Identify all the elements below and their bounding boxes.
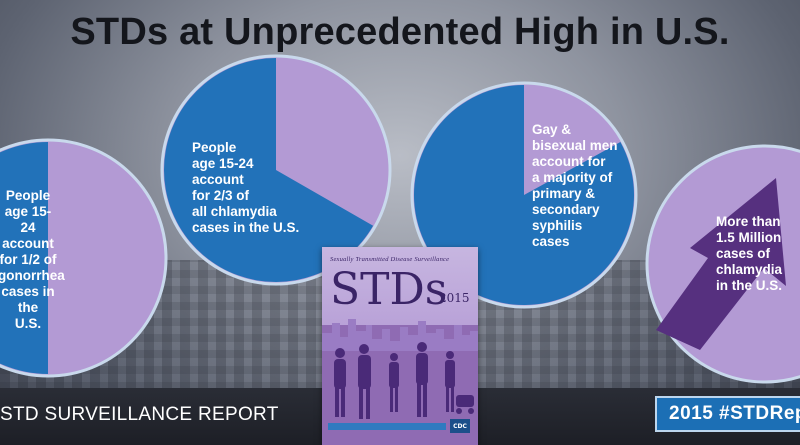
cover-title: STDs xyxy=(330,264,448,315)
cover-footer-band xyxy=(328,423,446,430)
pie-4 xyxy=(645,144,800,384)
cdc-logo: CDC xyxy=(450,419,470,433)
report-cover: Sexually Transmitted Disease Surveillanc… xyxy=(322,247,478,445)
pie-3-label: Gay & bisexual men account for a majorit… xyxy=(532,122,618,249)
pie-2 xyxy=(160,54,392,286)
cover-year: 2015 xyxy=(439,291,470,305)
people-silhouettes-image xyxy=(334,342,474,419)
pie-2-slice xyxy=(164,58,374,282)
pie-4-label: More than 1.5 Million cases of chlamydia… xyxy=(716,214,783,293)
cover-header xyxy=(322,247,478,325)
header: STDs at Unprecedented High in U.S. xyxy=(0,0,800,60)
pie-1-slice xyxy=(0,142,48,374)
report-label: STD SURVEILLANCE REPORT xyxy=(0,404,279,425)
hashtag-badge: 2015 #STDReport xyxy=(655,396,800,432)
page-title: STDs at Unprecedented High in U.S. xyxy=(70,10,730,53)
pie-2-label: People age 15-24 account for 2/3 of all … xyxy=(192,140,300,235)
skyline-image xyxy=(322,319,478,351)
cover-subtitle: Sexually Transmitted Disease Surveillanc… xyxy=(330,256,450,263)
arrow-icon xyxy=(656,178,786,350)
pie-1-label: People age 15-24 account for 1/2 of gono… xyxy=(0,188,65,331)
pie-1 xyxy=(0,138,168,378)
